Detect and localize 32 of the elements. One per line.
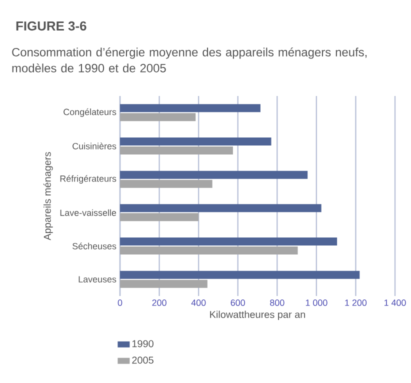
y-tick-label: Réfrigérateurs — [60, 175, 116, 184]
x-tick-label: 1 000 — [306, 300, 328, 306]
x-tick-label: 600 — [230, 300, 245, 306]
x-tick-label: 200 — [152, 300, 166, 306]
x-axis-title: Kilowattheures par an — [210, 310, 306, 320]
bar — [120, 213, 199, 222]
y-tick-label: Sécheuses — [72, 242, 116, 250]
legend-label: 1990 — [132, 340, 154, 348]
x-tick-label: 800 — [270, 300, 284, 306]
y-tick-label: Cuisinières — [72, 142, 116, 150]
x-tick-label: 400 — [191, 300, 206, 306]
bar — [120, 180, 212, 188]
y-tick-label: Laveuses — [78, 276, 116, 282]
bar — [120, 104, 260, 112]
x-tick-label: 0 — [118, 300, 122, 306]
y-tick-label: Lave-vaisselle — [60, 209, 116, 216]
bar — [120, 270, 360, 279]
bar — [120, 146, 233, 154]
y-axis-title: Appareils ménagers — [43, 152, 53, 240]
x-tick-label: 1 200 — [345, 300, 367, 306]
x-tick-label: 1 400 — [384, 300, 406, 306]
legend-label: 2005 — [132, 356, 154, 364]
bar — [120, 204, 322, 212]
bar — [120, 170, 308, 179]
bar — [120, 138, 272, 146]
bar — [120, 113, 196, 122]
bar — [120, 238, 338, 246]
chart-title: FIGURE 3-6 — [16, 21, 86, 31]
y-tick-label: Congélateurs — [64, 108, 116, 117]
bar — [120, 246, 298, 254]
bar — [120, 280, 208, 288]
chart-subtitle: Consommation d’énergie moyenne des appareils ménagers neufs, modèles de 1990 et de 2005 — [12, 48, 367, 72]
